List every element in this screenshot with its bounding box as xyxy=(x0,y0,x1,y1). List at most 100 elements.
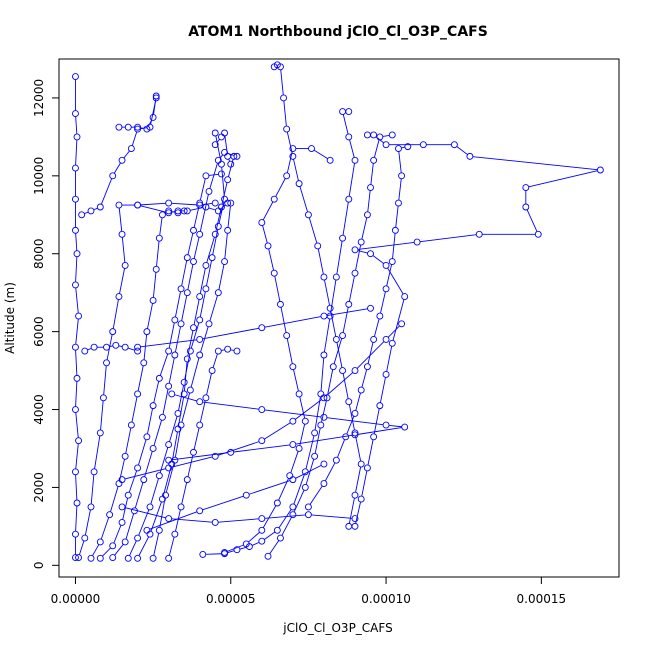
data-point xyxy=(205,187,213,195)
data-point xyxy=(277,63,284,71)
series-line-segment xyxy=(193,299,200,325)
data-point xyxy=(224,345,232,353)
series-line-segment xyxy=(100,517,110,540)
data-point xyxy=(127,421,135,429)
series-line-segment xyxy=(75,116,78,134)
data-point xyxy=(190,258,197,265)
data-point xyxy=(118,519,126,526)
series-line-segment xyxy=(200,326,209,353)
series-line-segment xyxy=(309,485,323,505)
series-line-segment xyxy=(348,498,355,524)
data-point xyxy=(273,499,281,507)
data-point xyxy=(382,335,390,343)
series-line-segment xyxy=(159,353,169,376)
data-point xyxy=(72,343,79,351)
series-line-segment xyxy=(190,322,200,349)
series-line-segment xyxy=(348,276,355,302)
data-point xyxy=(242,491,250,499)
series-line-segment xyxy=(380,291,386,314)
data-point xyxy=(211,199,219,207)
series-line-segment xyxy=(147,119,153,127)
data-point xyxy=(134,125,142,133)
data-point xyxy=(155,234,163,242)
series-line-segment xyxy=(218,264,225,290)
series-line-segment xyxy=(274,276,281,302)
data-point xyxy=(196,230,204,238)
series-line-segment xyxy=(327,369,334,395)
data-point xyxy=(214,223,222,230)
data-point xyxy=(152,92,160,100)
data-point xyxy=(165,464,173,472)
data-point xyxy=(304,511,312,519)
series-line-segment xyxy=(356,341,385,369)
data-point xyxy=(351,491,359,499)
data-point xyxy=(190,448,197,456)
series-line-segment xyxy=(140,205,166,213)
series-line-segment xyxy=(138,509,150,536)
series-line-segment xyxy=(171,518,213,523)
data-point xyxy=(158,211,166,219)
data-point xyxy=(388,258,396,265)
series-line-segment xyxy=(382,134,390,137)
x-axis-label: jClO_Cl_O3P_CAFS xyxy=(282,621,392,635)
series-line-segment xyxy=(101,178,113,205)
series-22 xyxy=(134,304,374,351)
series-line-segment xyxy=(147,408,153,434)
data-point xyxy=(152,94,160,102)
data-point xyxy=(339,234,347,242)
series-line-segment xyxy=(342,202,349,236)
series-line-segment xyxy=(262,225,268,244)
data-point xyxy=(289,441,297,449)
series-line-segment xyxy=(131,396,138,423)
series-23 xyxy=(118,503,359,526)
data-point xyxy=(227,199,235,207)
data-point xyxy=(258,537,266,545)
series-line-segment xyxy=(227,206,231,228)
y-tick-label: 8000 xyxy=(32,238,46,269)
data-point xyxy=(214,207,222,215)
data-point xyxy=(295,180,303,188)
data-point xyxy=(370,335,378,343)
series-line-segment xyxy=(313,149,328,160)
data-point xyxy=(258,515,266,523)
series-line-segment xyxy=(209,295,218,322)
y-tick-label: 10000 xyxy=(32,157,46,195)
data-point xyxy=(227,160,235,168)
series-8 xyxy=(165,345,241,562)
series-21 xyxy=(118,320,406,484)
series-line-segment xyxy=(361,470,368,497)
series-line-segment xyxy=(321,400,327,423)
data-point xyxy=(177,320,185,328)
series-6 xyxy=(134,152,238,562)
data-point xyxy=(152,265,160,273)
series-line-segment xyxy=(75,318,79,345)
series-line-segment xyxy=(311,514,353,519)
data-point xyxy=(466,152,474,160)
data-point xyxy=(146,530,154,538)
series-line-segment xyxy=(102,547,111,557)
data-point xyxy=(90,468,98,476)
series-line-segment xyxy=(206,373,212,396)
data-point xyxy=(419,141,427,149)
data-point xyxy=(345,133,353,141)
data-point xyxy=(258,526,266,534)
series-line-segment xyxy=(314,396,321,431)
series-line-segment xyxy=(401,146,405,149)
series-line-segment xyxy=(349,139,355,158)
data-point xyxy=(214,347,222,355)
series-line-segment xyxy=(171,452,228,461)
data-point xyxy=(304,503,312,511)
series-line-segment xyxy=(113,162,121,174)
series-line-segment xyxy=(156,241,160,267)
series-1 xyxy=(75,199,219,561)
series-line-segment xyxy=(227,159,234,177)
data-point xyxy=(124,123,132,131)
series-line-segment xyxy=(171,202,197,206)
data-point xyxy=(165,209,173,217)
series-line-segment xyxy=(162,466,172,497)
series-line-segment xyxy=(293,489,305,513)
data-point xyxy=(183,355,191,363)
series-line-segment xyxy=(174,394,197,402)
series-line-segment xyxy=(113,525,122,544)
